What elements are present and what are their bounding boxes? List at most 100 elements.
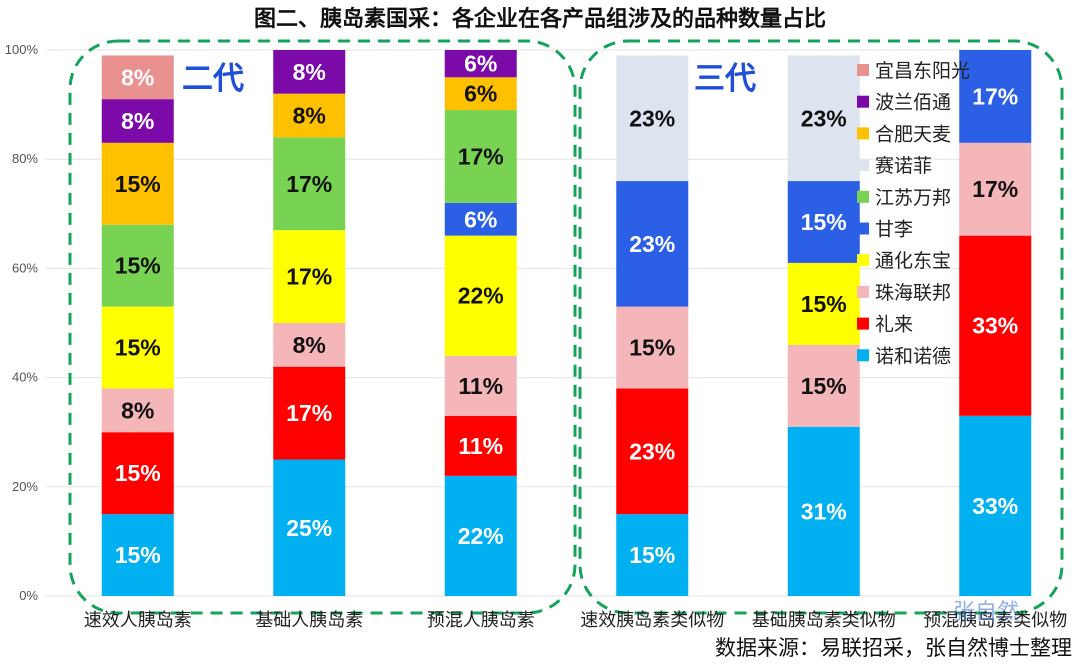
data-label: 31%	[801, 498, 847, 524]
bar-segment-通化东宝	[273, 230, 346, 323]
data-label: 6%	[464, 81, 497, 107]
legend-label: 通化东宝	[875, 250, 951, 272]
generation-groups: 二代 三代	[68, 39, 1064, 615]
data-label: 23%	[629, 438, 675, 464]
bar-segment-珠海联邦	[444, 355, 517, 416]
watermark: 张自然	[953, 600, 1019, 625]
x-tick-label: 预混人胰岛素	[427, 610, 535, 631]
y-tick-label: 20%	[12, 479, 38, 494]
data-label: 11%	[458, 433, 503, 459]
bar-segment-礼来	[959, 235, 1032, 416]
bar-segment-江苏万邦	[273, 137, 346, 231]
group-label: 三代	[694, 61, 756, 97]
data-label: 17%	[972, 83, 1018, 109]
bar-segment-礼来	[273, 366, 346, 460]
bar-segment-通化东宝	[444, 235, 517, 356]
legend-label: 珠海联邦	[875, 282, 951, 304]
bar-segment-甘李	[444, 202, 517, 236]
data-label: 15%	[115, 253, 161, 279]
legend-swatch	[857, 64, 869, 76]
legend-label: 赛诺菲	[875, 155, 932, 177]
data-label: 17%	[286, 400, 332, 426]
group-label: 二代	[182, 61, 244, 97]
data-label: 23%	[629, 105, 675, 131]
bar-segment-通化东宝	[101, 306, 174, 389]
bar-segment-珠海联邦	[616, 306, 689, 389]
y-tick-label: 40%	[12, 370, 38, 385]
data-label: 22%	[458, 283, 504, 309]
y-axis: 0% 20% 40% 60% 80% 100%	[5, 42, 39, 603]
bar-segment-诺和诺德	[101, 514, 174, 596]
legend-label: 甘李	[875, 219, 913, 241]
legend-swatch	[857, 222, 869, 235]
bar-segment-礼来	[101, 432, 174, 515]
data-label: 33%	[972, 493, 1018, 519]
x-tick-label: 速效胰岛素类似物	[580, 610, 724, 631]
bar-segment-珠海联邦	[101, 388, 174, 433]
data-label: 33%	[972, 313, 1018, 339]
legend-swatch	[857, 317, 869, 330]
data-label: 8%	[293, 59, 326, 85]
data-label: 23%	[801, 105, 847, 131]
x-axis: 速效人胰岛素 基础人胰岛素 预混人胰岛素 速效胰岛素类似物 基础胰岛素类似物 预混胰岛素类…	[84, 610, 1068, 631]
x-tick-label: 基础人胰岛素	[255, 610, 363, 631]
bar-segment-诺和诺德	[787, 426, 860, 596]
legend-label: 礼来	[875, 314, 913, 336]
data-label: 8%	[121, 397, 154, 423]
chart-title: 图二、胰岛素国采：各企业在各产品组涉及的品种数量占比	[254, 6, 826, 32]
data-label: 8%	[293, 103, 326, 129]
data-label: 6%	[464, 206, 497, 232]
data-label: 15%	[801, 291, 847, 317]
bar-segment-波兰佰通	[444, 50, 517, 78]
data-label: 15%	[115, 460, 161, 486]
legend-swatch	[857, 127, 869, 140]
bars: 15% 15% 8% 15% 15% 15% 8% 8% 25% 17% 8% 17% 17% 8% 8% 2…	[101, 50, 1032, 596]
data-label: 25%	[286, 515, 332, 541]
bar-segment-甘李	[616, 181, 689, 307]
data-label: 17%	[458, 143, 504, 169]
data-label: 15%	[115, 335, 161, 361]
bar-segment-合肥天麦	[444, 77, 517, 111]
x-tick-label: 预混胰岛素类似物	[923, 610, 1067, 631]
data-label: 15%	[801, 209, 847, 235]
data-label: 15%	[115, 542, 161, 568]
bar-segment-赛诺菲	[616, 55, 689, 182]
bar-segment-通化东宝	[787, 262, 860, 345]
data-label: 6%	[464, 51, 497, 77]
bar-segment-波兰佰通	[101, 99, 174, 143]
bar-segment-珠海联邦	[273, 323, 346, 367]
legend-swatch	[857, 95, 869, 108]
group-outline	[578, 39, 1064, 615]
bar-segment-珠海联邦	[787, 344, 860, 427]
data-label: 15%	[115, 171, 161, 197]
bar-segment-合肥天麦	[101, 142, 174, 225]
bar-segment-赛诺菲	[787, 55, 860, 182]
bar-segment-波兰佰通	[273, 50, 346, 94]
legend-swatch	[857, 254, 869, 267]
data-label: 22%	[458, 523, 504, 549]
data-label: 17%	[286, 264, 332, 290]
y-tick-label: 100%	[5, 42, 39, 57]
bar-segment-礼来	[444, 415, 517, 476]
legend-label: 合肥天麦	[875, 123, 951, 145]
group-outline	[68, 39, 577, 615]
bar-segment-礼来	[616, 388, 689, 515]
bar-segment-甘李	[959, 50, 1032, 143]
data-label: 15%	[629, 335, 675, 361]
legend-label: 诺和诺德	[875, 345, 951, 367]
bar-segment-江苏万邦	[444, 110, 517, 203]
y-tick-label: 80%	[12, 151, 38, 166]
data-label: 17%	[286, 171, 332, 197]
legend-swatch	[857, 190, 869, 203]
legend-label: 波兰佰通	[875, 92, 951, 114]
y-tick-label: 60%	[12, 260, 38, 275]
data-label: 23%	[629, 231, 675, 257]
legend-swatch	[857, 285, 869, 298]
data-label: 8%	[121, 108, 154, 134]
source-note: 数据来源：易联招采，张自然博士整理	[715, 636, 1072, 660]
x-tick-label: 速效人胰岛素	[84, 610, 192, 631]
data-label: 15%	[629, 542, 675, 568]
legend-swatch	[857, 349, 869, 362]
